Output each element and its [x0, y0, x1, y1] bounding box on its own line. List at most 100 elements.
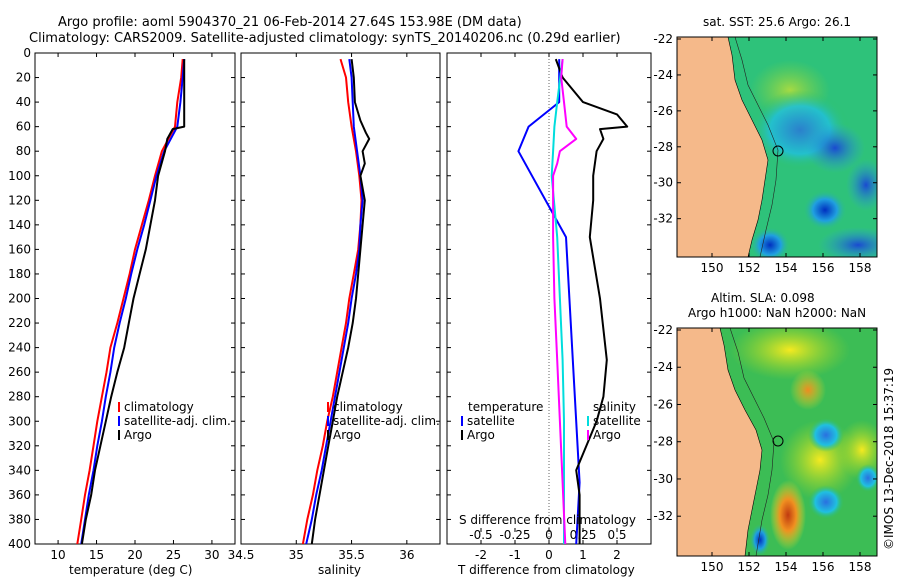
depth-tick-label: 200 [8, 292, 31, 306]
sst-cool-patch-3 [803, 190, 847, 230]
lon-tick-label: 158 [849, 261, 872, 275]
salinity-lines [301, 58, 371, 544]
temperature-legend-clim: climatology [124, 400, 194, 414]
series-line-climatology [301, 58, 363, 544]
temperature-legend-argo: Argo [124, 428, 152, 442]
title-line-1: Argo profile: aoml 5904370_21 06-Feb-201… [58, 15, 522, 30]
depth-tick-label: 280 [8, 390, 31, 404]
temperature-panel-frame [34, 52, 236, 545]
diff-legend-swatch-targo [461, 430, 463, 440]
sla-map-title-2: Argo h1000: NaN h2000: NaN [688, 306, 866, 320]
lat-tick-label: -30 [653, 176, 673, 190]
salinity-legend: climatology satellite-adj. clim. Argo [327, 400, 440, 442]
s-tick-label: 0.25 [570, 528, 597, 542]
s-tick-label: -0.25 [499, 528, 530, 542]
sst-isobath [734, 37, 779, 257]
lat-tick-label: -28 [653, 140, 673, 154]
temperature-legend-sat: satellite-adj. clim. [124, 414, 231, 428]
series-line-argo [310, 58, 371, 544]
salinity-legend-sat: satellite-adj. clim. [333, 414, 440, 428]
sla-yellow-band-1 [730, 328, 850, 380]
difference-legend-right: salinity satellite Argo [587, 400, 641, 442]
depth-tick-label: 80 [16, 144, 31, 158]
sst-cool-patch-6 [750, 227, 790, 257]
depth-tick-label: 20 [16, 71, 31, 85]
depth-tick-label: 240 [8, 341, 31, 355]
depth-tick-label: 120 [8, 193, 31, 207]
lon-tick-label: 154 [775, 560, 798, 574]
depth-tick-label: 0 [23, 46, 31, 60]
sla-cool-eddy-3 [856, 464, 877, 492]
sla-cool-eddy-1 [808, 418, 844, 452]
x-tick-label: 30 [204, 548, 219, 562]
series-line-s-argo [552, 59, 578, 544]
lat-tick-label: -24 [653, 68, 673, 82]
difference-x-ticks: -2 -1 0 1 2 -0.5 -0.25 0 0.25 0.5 [447, 52, 651, 562]
title-line-2: Climatology: CARS2009. Satellite-adjuste… [29, 31, 621, 46]
series-line-satellite-adj-clim- [305, 58, 364, 544]
diff-legend-sargo: Argo [593, 428, 621, 442]
series-line-argo [80, 59, 186, 544]
lat-tick-label: -30 [653, 472, 673, 486]
difference-lines [517, 58, 629, 544]
lon-tick-label: 152 [738, 261, 761, 275]
lat-tick-label: -22 [653, 323, 673, 337]
temperature-xlabel: temperature (deg C) [69, 563, 192, 577]
lon-tick-label: 156 [812, 560, 835, 574]
temperature-legend: climatology satellite-adj. clim. Argo [118, 400, 231, 442]
depth-tick-label: 300 [8, 414, 31, 428]
depth-tick-label: 60 [16, 120, 31, 134]
depth-tick-label: 360 [8, 488, 31, 502]
sst-argo-location [772, 145, 784, 157]
sla-map-ticks: -22 -24 -26 -28 -30 -32 150 152 154 156 158 [653, 323, 877, 574]
x-tick-label: 10 [50, 548, 65, 562]
diff-legend-ssat: satellite [593, 414, 641, 428]
difference-legend-left: temperature satellite Argo [461, 400, 543, 442]
sla-isobath [729, 328, 775, 556]
salinity-legend-swatch-argo [327, 430, 329, 440]
diff-legend-temperature: temperature [468, 400, 543, 414]
x-tick-label: 35.5 [338, 548, 365, 562]
salinity-legend-swatch-clim [327, 402, 329, 412]
diff-legend-swatch-ssat [587, 416, 589, 426]
sst-cool-patch-5 [818, 227, 877, 257]
sst-cool-patch-2 [805, 123, 865, 173]
difference-panel: -2 -1 0 1 2 -0.5 -0.25 0 0.25 0.5 T difference fr… [446, 52, 652, 577]
temperature-legend-swatch-clim [118, 402, 120, 412]
x-tick-label: 2 [613, 548, 621, 562]
lat-tick-label: -24 [653, 360, 673, 374]
lat-tick-label: -22 [653, 32, 673, 46]
depth-axis: 0 20 40 60 80 100 120 140 160 180 200 220 240 260 280 3… [8, 46, 31, 551]
x-tick-label: 25 [166, 548, 181, 562]
sla-cool-eddy-4 [750, 524, 770, 556]
diff-legend-swatch-sargo [587, 430, 589, 440]
x-tick-label: 0 [545, 548, 553, 562]
salinity-x-ticks: 34.5 35 35.5 36 [228, 52, 440, 562]
lon-tick-label: 152 [738, 560, 761, 574]
sla-argo-location [772, 435, 784, 447]
depth-tick-label: 400 [8, 537, 31, 551]
x-tick-label: 34.5 [228, 548, 255, 562]
lon-tick-label: 156 [812, 261, 835, 275]
diff-legend-targo: Argo [467, 428, 495, 442]
lat-tick-label: -26 [653, 104, 673, 118]
diff-legend-tsat: satellite [467, 414, 515, 428]
diff-legend-salinity: salinity [593, 400, 636, 414]
salinity-legend-clim: climatology [333, 400, 403, 414]
sla-warm-eddy-north [790, 370, 826, 410]
temperature-x-ticks: 10 15 20 25 30 [35, 52, 235, 562]
salinity-xlabel: salinity [318, 563, 361, 577]
x-tick-label: -2 [475, 548, 487, 562]
x-tick-label: 35 [289, 548, 304, 562]
series-line-t-satellite [517, 59, 581, 544]
difference-xlabel: T difference from climatology [457, 563, 635, 577]
depth-tick-label: 40 [16, 95, 31, 109]
x-tick-label: 15 [89, 548, 104, 562]
lat-tick-label: -32 [653, 212, 673, 226]
sst-map: sat. SST: 25.6 Argo: 26.1 -22 -24 -26 -28 -3… [653, 15, 878, 275]
depth-tick-label: 180 [8, 267, 31, 281]
lon-tick-label: 154 [775, 261, 798, 275]
temperature-lines [76, 59, 186, 544]
depth-tick-label: 260 [8, 365, 31, 379]
x-tick-label: 20 [127, 548, 142, 562]
